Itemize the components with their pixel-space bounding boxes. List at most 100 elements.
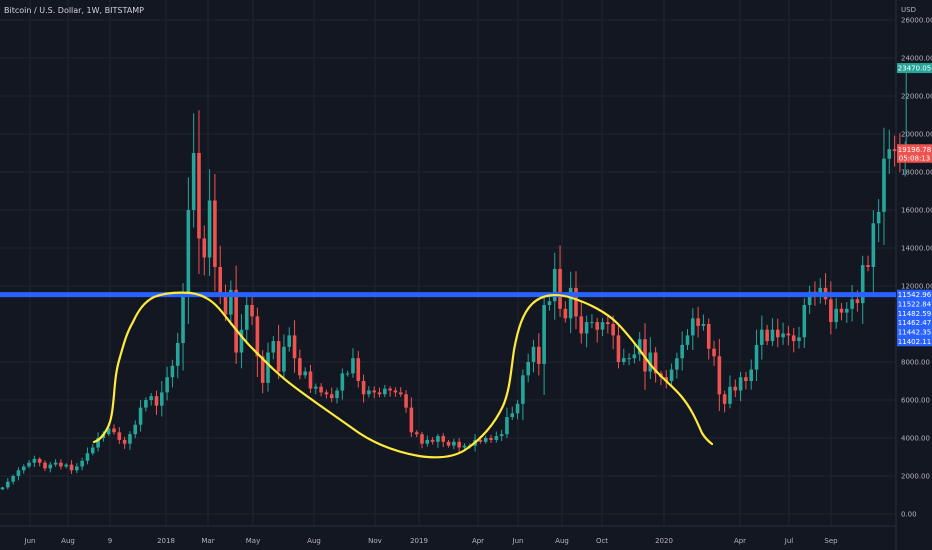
candle-body — [691, 318, 695, 336]
candle-body — [696, 318, 700, 326]
x-tick-label: 2020 — [655, 537, 673, 545]
candle-body — [728, 386, 732, 404]
candle-body — [154, 396, 159, 406]
candle-body — [191, 153, 196, 210]
price-badge-label: 11462.47 — [898, 319, 931, 327]
x-tick-label: Jul — [784, 537, 794, 545]
candle-body — [558, 268, 562, 309]
candle-body — [165, 377, 169, 393]
candle-body — [239, 329, 244, 353]
candle-body — [462, 445, 467, 448]
candle-body — [260, 356, 265, 383]
candle-body — [807, 291, 812, 305]
candle-body — [786, 333, 791, 336]
price-axis-labels: 26000.00 24000.00 22000.00 20000.00 18000.00… — [901, 17, 932, 519]
candle-body — [69, 464, 74, 471]
candle-body — [733, 386, 738, 391]
candle-body — [552, 268, 557, 302]
candle-body — [117, 432, 122, 440]
candle-body — [606, 322, 610, 324]
candle-body — [701, 324, 706, 326]
candle-body — [521, 375, 525, 404]
candle-body — [441, 436, 446, 442]
candle-body — [271, 341, 276, 353]
candle-body — [595, 322, 600, 330]
candle-body — [781, 333, 785, 338]
candle-body — [717, 356, 722, 395]
candle-body — [632, 354, 637, 359]
candle-body — [218, 267, 223, 296]
candle-body — [329, 394, 334, 399]
y-tick-label: 22000.00 — [901, 93, 932, 101]
candle-body — [675, 358, 679, 370]
candle-body — [515, 403, 520, 414]
candle-body — [850, 299, 854, 309]
candle-body — [446, 441, 451, 446]
candle-body — [367, 390, 371, 395]
candle-body — [882, 158, 886, 212]
x-tick-label: Aug — [61, 537, 75, 545]
candle-body — [388, 388, 392, 391]
candle-body — [292, 335, 297, 359]
candle-body — [744, 377, 748, 381]
candle-body — [32, 458, 37, 463]
candle-body — [505, 417, 509, 435]
candle-body — [669, 369, 674, 381]
candle-body — [616, 335, 621, 362]
x-tick-label: Jun — [512, 537, 524, 545]
candle-body — [345, 373, 350, 375]
candle-body — [855, 299, 860, 304]
candle-body — [64, 464, 69, 467]
y-tick-label: 24000.00 — [901, 55, 932, 63]
candle-body — [207, 200, 212, 258]
candle-body — [653, 352, 658, 374]
candle-body — [685, 335, 690, 345]
candle-body — [255, 316, 260, 357]
candle-body — [829, 299, 833, 323]
y-tick-label: 4000.00 — [901, 435, 930, 443]
candle-body — [494, 436, 499, 440]
candle-body — [85, 453, 90, 461]
candle-body — [876, 211, 881, 224]
price-badge-label: 11542.96 — [898, 291, 932, 299]
y-tick-label: 16000.00 — [901, 207, 932, 215]
candle-body — [335, 390, 339, 399]
candle-body — [409, 407, 414, 433]
candle-body — [319, 386, 323, 393]
price-badge — [897, 152, 932, 163]
candle-body — [372, 390, 376, 393]
candle-body — [452, 441, 456, 446]
candle-body — [308, 371, 313, 389]
candle-body — [499, 434, 504, 437]
candle-body — [706, 324, 711, 349]
candle-body — [664, 377, 669, 381]
price-badge — [897, 317, 932, 328]
candle-body — [144, 400, 148, 408]
candlestick-series — [0, 68, 907, 491]
candle-body — [749, 369, 754, 381]
x-tick-label: 9 — [108, 537, 112, 545]
cup-drawing[interactable] — [92, 291, 714, 459]
candle-body — [866, 265, 870, 267]
candle-body — [90, 447, 95, 454]
candle-body — [43, 462, 47, 469]
candle-body — [574, 287, 578, 317]
candle-body — [361, 381, 366, 395]
price-badge — [897, 144, 932, 155]
candle-body — [244, 305, 249, 330]
candle-body — [175, 343, 180, 366]
candle-body — [351, 358, 355, 374]
price-badge — [897, 336, 932, 347]
y-tick-label: 26000.00 — [901, 17, 932, 25]
candle-body — [871, 223, 876, 267]
candle-body — [611, 324, 615, 336]
candle-body — [542, 305, 546, 364]
candle-body — [627, 358, 631, 360]
candle-body — [404, 394, 408, 408]
candle-body — [27, 462, 31, 467]
candle-body — [584, 322, 589, 334]
x-tick-label: Oct — [596, 537, 608, 545]
candle-body — [0, 487, 5, 490]
candle-body — [563, 308, 568, 319]
